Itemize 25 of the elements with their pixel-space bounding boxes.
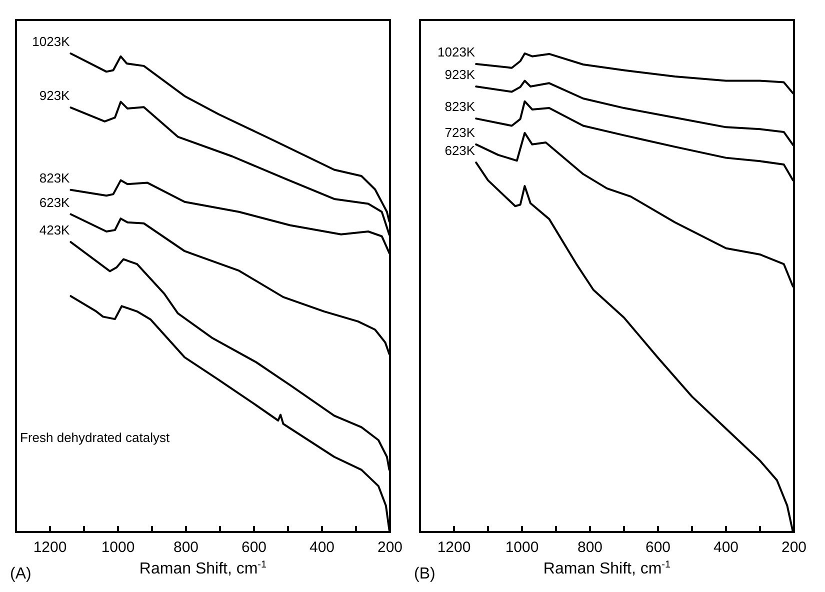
x-tick-label: 1200 <box>437 539 471 556</box>
x-tick-label: 1200 <box>33 539 67 556</box>
text: (A) <box>10 566 32 582</box>
series-label: 423K <box>39 222 70 238</box>
x-tick-label: 800 <box>577 539 603 556</box>
series-label: 823K <box>444 99 476 114</box>
text: (B) <box>414 566 436 582</box>
series-label: 923K <box>39 88 70 104</box>
x-tick-label: 200 <box>377 539 403 556</box>
series-label: 623K <box>444 143 476 158</box>
x-tick-label: 400 <box>713 539 739 556</box>
x-tick-label: 400 <box>309 539 335 556</box>
series-label: 1023K <box>438 44 476 60</box>
x-tick-label: 1000 <box>505 539 539 556</box>
x-tick-label: 800 <box>173 539 199 556</box>
series-label: 1023K <box>32 34 70 49</box>
series-label: 723K <box>444 124 476 140</box>
annotation: Fresh dehydrated catalyst <box>20 430 170 445</box>
x-tick-label: 200 <box>781 539 807 556</box>
series-label: 623K <box>39 194 70 210</box>
series-label: 923K <box>444 67 476 82</box>
x-tick-label: 600 <box>241 539 267 556</box>
x-tick-label: 600 <box>645 539 671 556</box>
x-tick-label: 1000 <box>101 539 135 556</box>
series-label: 823K <box>39 170 70 186</box>
